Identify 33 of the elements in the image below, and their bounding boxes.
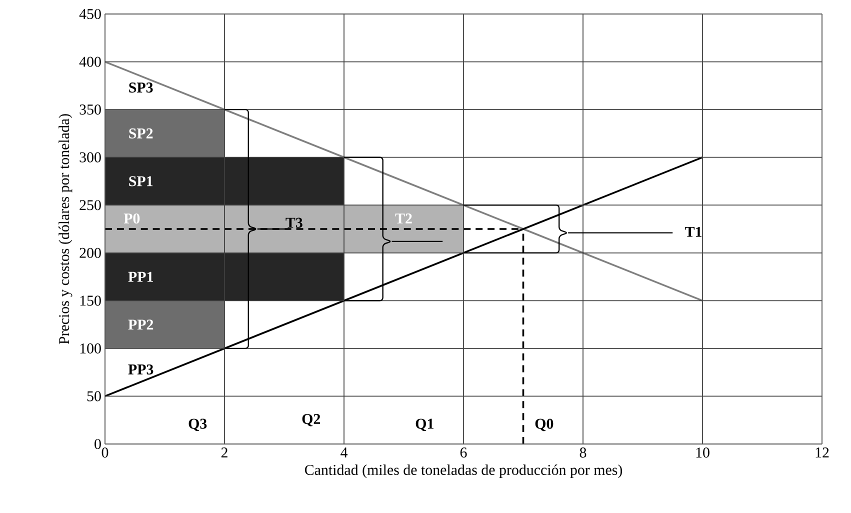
annotation: T1 bbox=[685, 226, 702, 237]
x-tick-label: 8 bbox=[580, 448, 586, 458]
annotation: P0 bbox=[124, 213, 140, 224]
annotation: T3 bbox=[286, 218, 302, 228]
annotation: PP1 bbox=[128, 272, 153, 282]
y-tick-label: 100 bbox=[80, 343, 101, 354]
x-tick-label: 4 bbox=[340, 448, 348, 458]
x-tick-label: 6 bbox=[460, 448, 467, 458]
annotation: Q2 bbox=[302, 414, 320, 426]
annotation: Q1 bbox=[416, 418, 434, 432]
x-tick-label: 0 bbox=[102, 448, 108, 458]
x-axis-title: Cantidad (miles de toneladas de producción por mes) bbox=[304, 464, 622, 478]
annotation: Q3 bbox=[188, 418, 207, 432]
annotation: PP2 bbox=[128, 320, 154, 330]
y-tick-label: 300 bbox=[80, 152, 101, 162]
y-tick-label: 350 bbox=[80, 104, 101, 115]
y-tick-label: 150 bbox=[80, 296, 101, 306]
x-tick-label: 2 bbox=[221, 448, 228, 458]
y-tick-label: 50 bbox=[87, 391, 101, 402]
annotation: SP2 bbox=[129, 128, 153, 138]
annotation: SP3 bbox=[129, 82, 153, 93]
annotation: PP3 bbox=[128, 364, 154, 374]
x-tick-label: 10 bbox=[696, 448, 710, 458]
y-tick-label: 0 bbox=[94, 438, 101, 450]
annotation: T2 bbox=[395, 214, 412, 224]
y-tick-label: 450 bbox=[79, 8, 101, 20]
y-tick-label: 400 bbox=[79, 56, 101, 67]
y-tick-label: 250 bbox=[80, 200, 101, 210]
annotation: SP1 bbox=[129, 176, 153, 186]
annotation: Q0 bbox=[535, 418, 554, 432]
x-tick-label: 12 bbox=[816, 448, 829, 458]
y-axis-title: Precios y costos (dólares por tonelada) bbox=[58, 114, 72, 344]
y-tick-label: 200 bbox=[80, 248, 101, 258]
